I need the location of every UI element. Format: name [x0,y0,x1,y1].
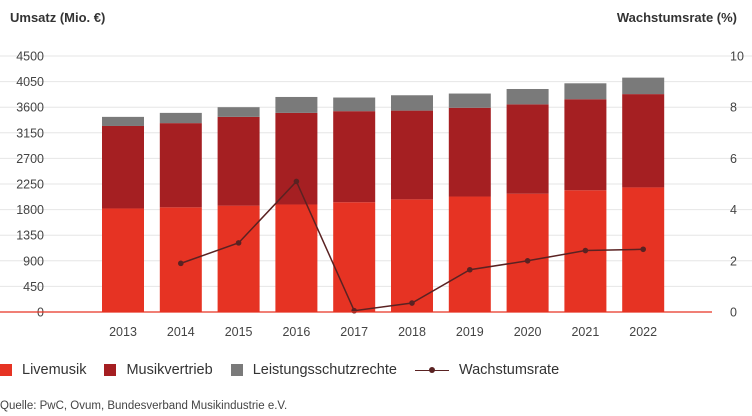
y-left-tick-label: 1800 [16,203,44,217]
bar-leistungsschutzrechte [159,112,202,124]
y-left-tick-label: 3600 [16,101,44,115]
x-tick-label: 2022 [629,325,657,339]
bar-musikvertrieb [333,111,376,203]
bar-livemusik [448,196,491,312]
legend-item-musikvertrieb: Musikvertrieb [104,362,213,378]
bar-musikvertrieb [102,125,144,209]
growth-rate-point [467,266,473,273]
bar-musikvertrieb [564,99,607,191]
y-axis-right-title: Wachstumsrate (%) [617,10,737,25]
bar-livemusik [159,207,202,312]
y-left-tick-label: 1350 [16,229,44,243]
bar-leistungsschutzrechte [622,77,665,95]
bar-musikvertrieb [448,107,491,197]
legend-label-musikvertrieb: Musikvertrieb [126,362,213,378]
bar-musikvertrieb [506,104,549,194]
x-tick-label: 2019 [456,325,484,339]
bar-livemusik [506,193,549,312]
legend-label-livemusik: Livemusik [22,362,87,378]
legend-swatch-wachstumsrate [414,364,449,376]
bar-livemusik [217,205,260,312]
growth-rate-point [293,178,300,185]
y-left-tick-label: 2700 [16,152,44,166]
x-tick-label: 2016 [282,325,310,339]
x-tick-label: 2021 [571,325,599,339]
bars-group [102,77,665,312]
x-tick-label: 2015 [225,325,253,339]
y-left-tick-label: 450 [23,280,44,294]
y-axis-left-title: Umsatz (Mio. €) [10,10,105,25]
growth-rate-point [582,247,589,254]
bar-musikvertrieb [217,116,260,206]
y-right-tick-label: 4 [730,203,737,217]
source-note: Quelle: PwC, Ovum, Bundesverband Musikin… [0,400,288,412]
bar-musikvertrieb [275,112,318,205]
legend-swatch-musikvertrieb [104,364,117,376]
legend-item-leistungsschutzrechte: Leistungsschutzrechte [230,362,397,378]
growth-rate-point [351,307,358,314]
bar-livemusik [275,204,318,312]
bar-leistungsschutzrechte [102,116,144,126]
y-left-tick-label: 4500 [16,50,44,64]
x-tick-label: 2018 [398,325,426,339]
growth-rate-point [235,240,242,246]
legend-item-livemusik: Livemusik [0,362,86,378]
bar-leistungsschutzrechte [275,96,318,113]
y-left-tick-label: 3150 [16,126,44,140]
x-tick-label: 2017 [340,325,368,339]
bar-livemusik [333,202,376,312]
bar-leistungsschutzrechte [448,93,491,108]
growth-rate-point [178,260,184,267]
bar-leistungsschutzrechte [564,83,607,100]
bar-leistungsschutzrechte [391,95,433,111]
y-left-tick-label: 900 [23,254,44,268]
legend-item-wachstumsrate: Wachstumsrate [414,362,560,378]
y-left-tick-label: 4050 [16,75,44,89]
bar-musikvertrieb [159,123,202,208]
y-right-tick-label: 6 [730,152,737,166]
x-tick-label: 2013 [109,325,137,339]
x-tick-label: 2014 [167,325,195,339]
bar-leistungsschutzrechte [333,97,376,112]
growth-rate-point [640,246,646,253]
y-right-tick-label: 10 [730,50,744,64]
bar-leistungsschutzrechte [217,107,260,117]
bar-leistungsschutzrechte [506,88,549,105]
growth-rate-point [524,258,531,264]
legend-label-leistungsschutzrechte: Leistungsschutzrechte [252,362,397,378]
y-right-tick-label: 0 [730,306,737,320]
y-left-tick-label: 2250 [16,178,44,192]
stacked-bar-chart: 0450900135018002250270031503600405045000… [0,10,752,339]
legend-swatch-leistungsschutzrechte [230,364,243,376]
growth-line-group [178,178,646,314]
chart-legend: Livemusik Musikvertrieb Leistungsschutzr… [0,359,577,381]
y-right-tick-label: 2 [730,254,737,268]
bar-musikvertrieb [391,110,433,200]
bar-musikvertrieb [622,94,665,188]
growth-rate-point [409,300,415,306]
legend-label-wachstumsrate: Wachstumsrate [458,362,560,378]
x-tick-label: 2020 [514,325,542,339]
y-right-tick-label: 8 [730,101,737,115]
axes-group: 0450900135018002250270031503600405045000… [0,50,744,339]
legend-swatch-livemusik [0,364,12,376]
bar-livemusik [102,208,144,312]
bar-livemusik [391,199,433,312]
